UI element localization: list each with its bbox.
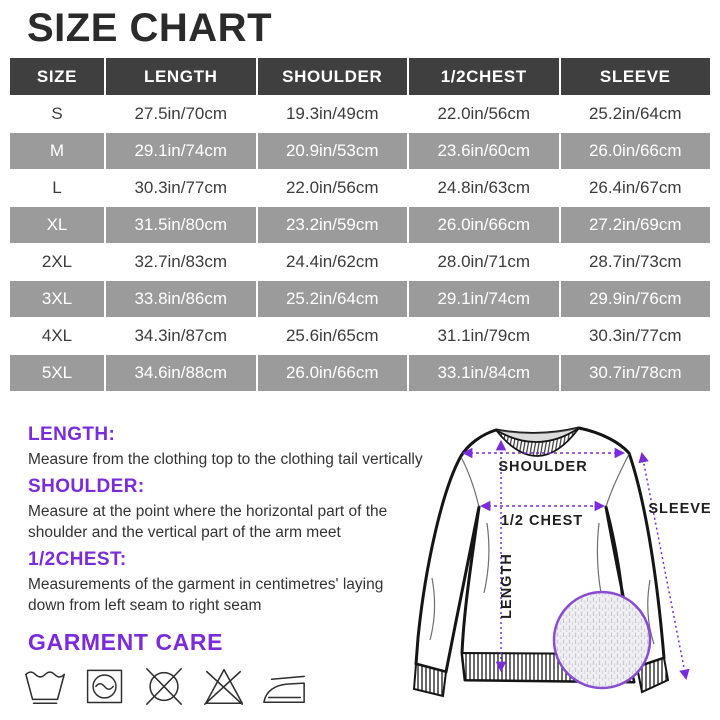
fabric-detail-circle: [552, 590, 652, 690]
cell-length: 29.1in/74cm: [106, 133, 256, 169]
cell-size: S: [10, 96, 104, 132]
cell-half_chest: 33.1in/84cm: [409, 355, 559, 391]
cell-sleeve: 26.4in/67cm: [560, 170, 710, 206]
garment-care-title: GARMENT CARE: [28, 629, 224, 655]
column-header-half_chest: 1/2CHEST: [409, 58, 559, 95]
table-row-4XL: 4XL 34.3in/87cm 25.6in/65cm 31.1in/79cm 30.3…: [10, 318, 710, 354]
section-text: Measure at the point where the horizonta…: [28, 503, 388, 520]
cell-shoulder: 19.3in/49cm: [257, 96, 407, 132]
cell-half_chest: 22.0in/56cm: [409, 96, 559, 132]
cell-length: 32.7in/83cm: [106, 244, 256, 280]
cell-sleeve: 30.7in/78cm: [560, 355, 710, 391]
cell-length: 31.5in/80cm: [106, 207, 256, 243]
section-text: down from left seam to right seam: [28, 597, 262, 614]
tumble-dry-icon: [86, 669, 123, 704]
table-row-5XL: 5XL 34.6in/88cm 26.0in/66cm 33.1in/84cm 30.7…: [10, 355, 710, 391]
diagram-label-half-chest: 1/2 CHEST: [501, 513, 583, 529]
cell-shoulder: 20.9in/53cm: [257, 133, 407, 169]
cell-size: XL: [10, 207, 104, 243]
section-text: Measurements of the garment in centimetr…: [28, 576, 384, 593]
size-table-body: S 27.5in/70cm 19.3in/49cm 22.0in/56cm 25.2in…: [10, 96, 710, 391]
sweater-measurement-diagram: SHOULDER 1/2 CHEST LENGTH SLEEVE: [412, 426, 711, 698]
table-row-3XL: 3XL 33.8in/86cm 25.2in/64cm 29.1in/74cm 29.9…: [10, 281, 710, 317]
table-row-S: S 27.5in/70cm 19.3in/49cm 22.0in/56cm 25.2in…: [10, 96, 710, 132]
cell-half_chest: 29.1in/74cm: [409, 281, 559, 317]
column-header-size: SIZE: [10, 58, 104, 95]
cell-sleeve: 25.2in/64cm: [560, 96, 710, 132]
section-heading-half-chest: 1/2CHEST:: [28, 549, 127, 570]
cell-half_chest: 31.1in/79cm: [409, 318, 559, 354]
section-heading-shoulder: SHOULDER:: [28, 476, 145, 497]
table-row-M: M 29.1in/74cm 20.9in/53cm 23.6in/60cm 26.0in…: [10, 133, 710, 169]
cell-sleeve: 30.3in/77cm: [560, 318, 710, 354]
cell-sleeve: 28.7in/73cm: [560, 244, 710, 280]
cell-size: 3XL: [10, 281, 104, 317]
cell-size: 5XL: [10, 355, 104, 391]
cell-length: 34.3in/87cm: [106, 318, 256, 354]
table-row-L: L 30.3in/77cm 22.0in/56cm 24.8in/63cm 26.4in…: [10, 170, 710, 206]
column-header-shoulder: SHOULDER: [257, 58, 407, 95]
cell-size: L: [10, 170, 104, 206]
guide-section-half-chest: 1/2CHEST: Measurements of the garment in…: [28, 549, 464, 616]
column-header-length: LENGTH: [106, 58, 256, 95]
cell-half_chest: 28.0in/71cm: [409, 244, 559, 280]
cell-half_chest: 23.6in/60cm: [409, 133, 559, 169]
machine-wash-icon: [25, 671, 65, 705]
cell-size: 2XL: [10, 244, 104, 280]
cell-length: 34.6in/88cm: [106, 355, 256, 391]
cell-half_chest: 24.8in/63cm: [409, 170, 559, 206]
section-text: Measure from the clothing top to the clo…: [28, 451, 423, 468]
cell-length: 30.3in/77cm: [106, 170, 256, 206]
do-not-bleach-icon: [204, 668, 243, 705]
cell-shoulder: 25.2in/64cm: [257, 281, 407, 317]
guide-section-length: LENGTH: Measure from the clothing top to…: [28, 424, 464, 470]
table-row-XL: XL 31.5in/80cm 23.2in/59cm 26.0in/66cm 27.2i…: [10, 207, 710, 243]
table-row-2XL: 2XL 32.7in/83cm 24.4in/62cm 28.0in/71cm 28.7…: [10, 244, 710, 280]
diagram-label-length: LENGTH: [499, 553, 515, 619]
diagram-label-sleeve: SLEEVE: [648, 501, 711, 517]
cell-shoulder: 26.0in/66cm: [257, 355, 407, 391]
size-chart-table: SIZE LENGTH SHOULDER 1/2CHEST SLEEVE S 27.5in…: [10, 58, 710, 392]
cell-length: 27.5in/70cm: [106, 96, 256, 132]
measurement-arrows: [461, 439, 690, 681]
column-header-sleeve: SLEEVE: [560, 58, 710, 95]
size-table-header-row: SIZE LENGTH SHOULDER 1/2CHEST SLEEVE: [10, 58, 710, 95]
cell-size: M: [10, 133, 104, 169]
section-heading-length: LENGTH:: [28, 424, 116, 445]
cell-length: 33.8in/86cm: [106, 281, 256, 317]
cell-sleeve: 29.9in/76cm: [560, 281, 710, 317]
cell-shoulder: 25.6in/65cm: [257, 318, 407, 354]
cell-shoulder: 23.2in/59cm: [257, 207, 407, 243]
cell-shoulder: 24.4in/62cm: [257, 244, 407, 280]
cell-shoulder: 22.0in/56cm: [257, 170, 407, 206]
section-text: shoulder and the vertical part of the ar…: [28, 524, 341, 541]
iron-icon: [263, 675, 305, 704]
page-title: SIZE CHART: [27, 6, 272, 50]
do-not-dry-clean-icon: [145, 667, 183, 705]
cell-half_chest: 26.0in/66cm: [409, 207, 559, 243]
guide-section-shoulder: SHOULDER: Measure at the point where the…: [28, 476, 464, 543]
diagram-label-shoulder: SHOULDER: [498, 459, 587, 475]
sweater-outline: [412, 426, 670, 698]
measuring-guide: LENGTH: Measure from the clothing top to…: [25, 418, 464, 720]
cell-sleeve: 27.2in/69cm: [560, 207, 710, 243]
garment-care-icons: [23, 664, 464, 708]
cell-sleeve: 26.0in/66cm: [560, 133, 710, 169]
cell-size: 4XL: [10, 318, 104, 354]
